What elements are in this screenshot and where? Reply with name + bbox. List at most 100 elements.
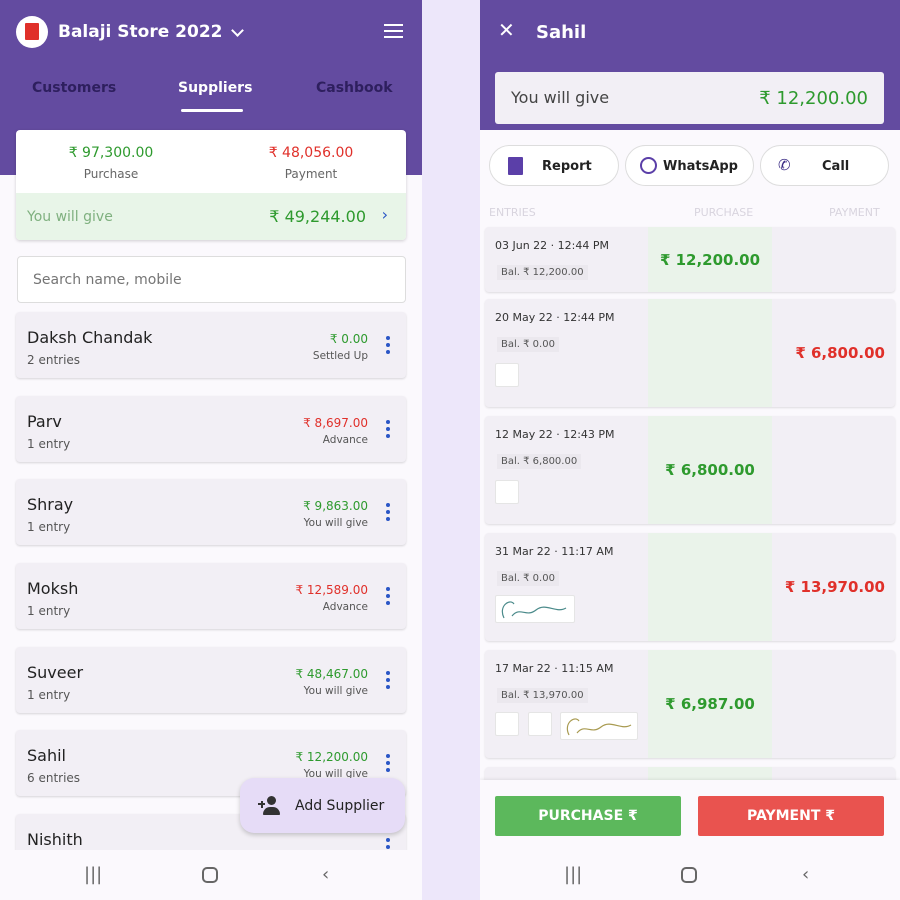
- back-icon[interactable]: ‹: [322, 864, 330, 885]
- payment-button[interactable]: PAYMENT ₹: [698, 796, 884, 836]
- attachment-thumbnail[interactable]: [495, 363, 519, 387]
- entry-count: 6 entries: [27, 771, 81, 785]
- whatsapp-label: WhatsApp: [663, 159, 738, 174]
- entry-payment: ₹ 6,800.00: [795, 344, 885, 362]
- tab-cashbook[interactable]: Cashbook: [316, 80, 393, 96]
- purchase-total: ₹ 97,300.00: [68, 145, 154, 161]
- supplier-name: Moksh: [27, 579, 79, 598]
- purchase-column: [648, 299, 772, 407]
- supplier-row[interactable]: Sahil 6 entries ₹ 12,200.00 You will giv…: [16, 730, 406, 796]
- net-label: You will give: [27, 209, 113, 225]
- chevron-right-icon[interactable]: ›: [381, 205, 388, 224]
- supplier-name: Parv: [27, 412, 62, 431]
- supplier-amount: ₹ 9,863.00: [303, 499, 368, 513]
- purchase-button[interactable]: PURCHASE ₹: [495, 796, 681, 836]
- call-label: Call: [822, 159, 850, 174]
- add-supplier-label: Add Supplier: [295, 798, 385, 814]
- entry-balance: Bal. ₹ 0.00: [497, 337, 559, 352]
- column-header-entries: ENTRIES: [489, 206, 536, 219]
- summary-card: ₹ 97,300.00 Purchase ₹ 48,056.00 Payment…: [16, 130, 406, 240]
- entry-balance: Bal. ₹ 0.00: [497, 571, 559, 586]
- report-button[interactable]: Report: [489, 145, 619, 186]
- entry-purchase: ₹ 6,800.00: [665, 461, 755, 479]
- entry-purchase: ₹ 6,987.00: [665, 695, 755, 713]
- entry-date: 17 Mar 22 · 11:15 AM: [495, 662, 614, 675]
- attachment-thumbnail[interactable]: [528, 712, 552, 736]
- entry-count: 1 entry: [27, 520, 71, 534]
- whatsapp-button[interactable]: WhatsApp: [625, 145, 754, 186]
- tab-customers[interactable]: Customers: [32, 80, 117, 96]
- recent-apps-icon[interactable]: |||: [84, 864, 103, 885]
- supplier-name: Sahil: [536, 22, 587, 43]
- supplier-status: Advance: [322, 434, 368, 446]
- system-nav-bar: ||| ‹: [480, 850, 900, 900]
- entry-count: 1 entry: [27, 688, 71, 702]
- supplier-row[interactable]: Suveer 1 entry ₹ 48,467.00 You will give: [16, 647, 406, 713]
- supplier-name: Suveer: [27, 663, 84, 682]
- menu-icon[interactable]: [384, 24, 403, 38]
- entry-row[interactable]: 31 Mar 22 · 11:17 AM Bal. ₹ 0.00 ₹ 13,97…: [485, 533, 895, 641]
- suppliers-screen: Balaji Store 2022 Customers Suppliers Ca…: [0, 0, 422, 900]
- purchase-column: [648, 650, 772, 758]
- close-icon[interactable]: ✕: [498, 18, 515, 42]
- entry-balance: Bal. ₹ 13,970.00: [497, 688, 588, 703]
- chevron-down-icon[interactable]: [230, 23, 244, 37]
- supplier-status: Advance: [322, 601, 368, 613]
- supplier-row[interactable]: Daksh Chandak 2 entries ₹ 0.00 Settled U…: [16, 312, 406, 378]
- supplier-row[interactable]: Parv 1 entry ₹ 8,697.00 Advance: [16, 396, 406, 462]
- supplier-row[interactable]: Shray 1 entry ₹ 9,863.00 You will give: [16, 479, 406, 545]
- more-options-icon[interactable]: [386, 503, 390, 521]
- balance-box: You will give ₹ 12,200.00: [495, 72, 884, 124]
- action-bar: PURCHASE ₹ PAYMENT ₹: [480, 780, 900, 850]
- attachment-thumbnail[interactable]: [495, 480, 519, 504]
- supplier-amount: ₹ 48,467.00: [295, 667, 368, 681]
- purchase-label: Purchase: [83, 167, 139, 181]
- entry-count: 1 entry: [27, 437, 71, 451]
- supplier-status: You will give: [303, 685, 368, 697]
- entry-row[interactable]: 12 May 22 · 12:43 PM Bal. ₹ 6,800.00 ₹ 6…: [485, 416, 895, 524]
- add-supplier-button[interactable]: Add Supplier: [240, 778, 405, 833]
- supplier-row[interactable]: Moksh 1 entry ₹ 12,589.00 Advance: [16, 563, 406, 629]
- entry-purchase: ₹ 12,200.00: [659, 251, 761, 269]
- system-nav-bar: ||| ‹: [0, 850, 422, 900]
- supplier-name: Nishith: [27, 830, 83, 849]
- phone-icon: ✆: [778, 156, 791, 174]
- supplier-name: Sahil: [27, 746, 66, 765]
- more-options-icon[interactable]: [386, 671, 390, 689]
- entry-balance: Bal. ₹ 12,200.00: [497, 265, 588, 280]
- column-header-payment: PAYMENT: [829, 206, 880, 219]
- tab-suppliers[interactable]: Suppliers: [178, 80, 253, 96]
- store-name: Balaji Store 2022: [58, 22, 223, 42]
- entry-date: 12 May 22 · 12:43 PM: [495, 428, 615, 441]
- entry-row[interactable]: 20 May 22 · 12:44 PM Bal. ₹ 0.00 ₹ 6,800…: [485, 299, 895, 407]
- home-icon[interactable]: [202, 867, 218, 883]
- entry-count: 2 entries: [27, 353, 81, 367]
- entry-date: 31 Mar 22 · 11:17 AM: [495, 545, 614, 558]
- entry-date: 20 May 22 · 12:44 PM: [495, 311, 615, 324]
- home-icon[interactable]: [681, 867, 697, 883]
- supplier-name: Shray: [27, 495, 74, 514]
- more-options-icon[interactable]: [386, 336, 390, 354]
- pdf-icon: [508, 157, 523, 175]
- more-options-icon[interactable]: [386, 587, 390, 605]
- supplier-amount: ₹ 12,589.00: [295, 583, 368, 597]
- entry-row[interactable]: 03 Jun 22 · 12:44 PM Bal. ₹ 12,200.00 ₹ …: [485, 227, 895, 292]
- add-person-icon: [258, 796, 284, 816]
- recent-apps-icon[interactable]: |||: [564, 864, 583, 885]
- supplier-amount: ₹ 12,200.00: [295, 750, 368, 764]
- net-balance-row[interactable]: You will give ₹ 49,244.00 ›: [16, 193, 406, 240]
- back-icon[interactable]: ‹: [802, 864, 810, 885]
- store-logo[interactable]: [16, 16, 48, 48]
- purchase-column: [648, 227, 772, 292]
- entry-row[interactable]: 17 Mar 22 · 11:15 AM Bal. ₹ 13,970.00 ₹ …: [485, 650, 895, 758]
- column-header-purchase: PURCHASE: [694, 206, 754, 219]
- signature-image[interactable]: [560, 712, 638, 740]
- more-options-icon[interactable]: [386, 420, 390, 438]
- store-switcher[interactable]: Balaji Store 2022: [58, 22, 244, 42]
- more-options-icon[interactable]: [386, 754, 390, 772]
- supplier-status: Settled Up: [312, 350, 368, 362]
- signature-image[interactable]: [495, 595, 575, 623]
- attachment-thumbnail[interactable]: [495, 712, 519, 736]
- call-button[interactable]: ✆ Call: [760, 145, 889, 186]
- search-input[interactable]: [17, 256, 406, 303]
